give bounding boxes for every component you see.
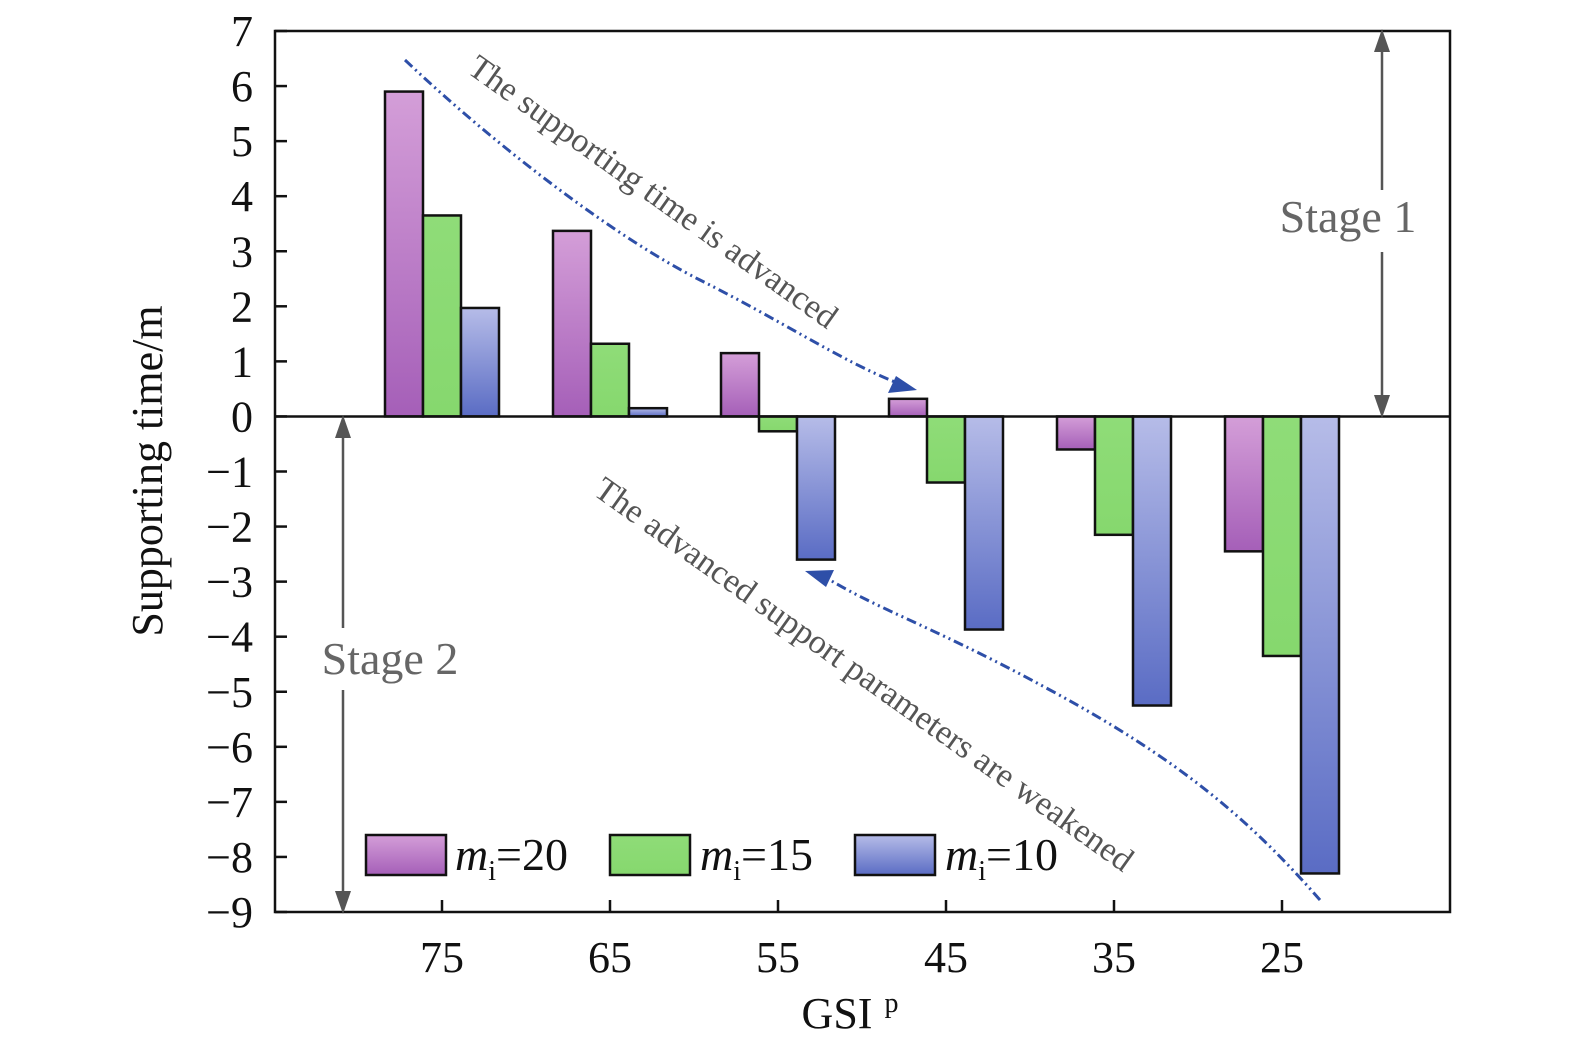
y-tick-label: 2 [231, 282, 253, 331]
bar-55-series-1 [719, 351, 761, 418]
y-axis-title: Supporting time/m [123, 305, 172, 636]
x-tick-label: 55 [756, 933, 800, 982]
x-axis-title-main: GSI [802, 989, 873, 1038]
bar-55-series-2 [757, 415, 799, 433]
y-tick-label: 1 [231, 337, 253, 386]
bar-45-series-1 [887, 397, 929, 418]
bar-25-series-3 [1299, 415, 1341, 875]
stage2-label-bg [305, 628, 475, 690]
y-tick-label: 0 [231, 392, 253, 441]
legend-label: mi=20 [455, 829, 568, 887]
y-tick-label: −8 [206, 833, 253, 882]
y-tick-label: −6 [206, 723, 253, 772]
legend-swatch [364, 833, 448, 877]
legend-swatch [608, 833, 692, 877]
x-tick-label: 25 [1260, 933, 1304, 982]
top-trend-arrowhead [888, 376, 917, 393]
top-trend-curve [403, 58, 896, 384]
stage2-label: Stage 2 [322, 633, 459, 684]
bar-35-series-1 [1055, 415, 1097, 451]
y-tick-label: 5 [231, 117, 253, 166]
y-tick-label: 3 [231, 227, 253, 276]
bar-35-series-3 [1131, 415, 1173, 707]
y-tick-label: −5 [206, 668, 253, 717]
legend: mi=20 mi=15 mi=10 [364, 829, 1058, 887]
bar-75-series-1 [383, 90, 425, 418]
legend-label: mi=15 [700, 829, 813, 887]
x-axis-ticks: 75 65 55 45 35 25 [420, 900, 1304, 982]
stage1-arrow [1374, 29, 1390, 418]
bars [383, 90, 1341, 875]
y-tick-label: −1 [206, 448, 253, 497]
y-tick-label: −2 [206, 503, 253, 552]
y-tick-label: 6 [231, 62, 253, 111]
x-tick-label: 75 [420, 933, 464, 982]
bar-35-series-2 [1093, 415, 1135, 537]
top-trend-label: The supporting time is advanced [461, 48, 844, 336]
x-tick-label: 45 [924, 933, 968, 982]
x-axis-title: GSI p [802, 988, 899, 1038]
x-axis-title-sup: p [884, 988, 898, 1019]
x-tick-label: 65 [588, 933, 632, 982]
y-tick-label: 4 [231, 172, 253, 221]
y-tick-label: −3 [206, 558, 253, 607]
bar-25-series-2 [1261, 415, 1303, 658]
bar-25-series-1 [1223, 415, 1265, 553]
bar-75-series-2 [421, 214, 463, 418]
stage1-label: Stage 1 [1280, 191, 1417, 242]
y-axis-ticks: 7 6 5 4 3 2 1 0 −1 −2 −3 −4 −5 −6 −7 −8 −9 [206, 7, 287, 937]
bar-55-series-3 [795, 415, 837, 561]
bar-65-series-2 [589, 342, 631, 418]
bottom-trend-label: The advanced support parameters are weak… [587, 470, 1140, 879]
legend-label: mi=10 [945, 829, 1058, 887]
bar-75-series-3 [459, 306, 501, 418]
bottom-trend-curve [829, 578, 1322, 901]
bar-45-series-2 [925, 415, 967, 484]
bottom-trend-arrowhead [805, 570, 834, 587]
x-tick-label: 35 [1092, 933, 1136, 982]
y-tick-label: −9 [206, 888, 253, 937]
legend-swatch [853, 833, 937, 877]
bar-45-series-3 [963, 415, 1005, 631]
y-tick-label: −4 [206, 613, 253, 662]
y-tick-label: −7 [206, 778, 253, 827]
y-tick-label: 7 [231, 7, 253, 56]
bar-65-series-1 [551, 229, 593, 418]
